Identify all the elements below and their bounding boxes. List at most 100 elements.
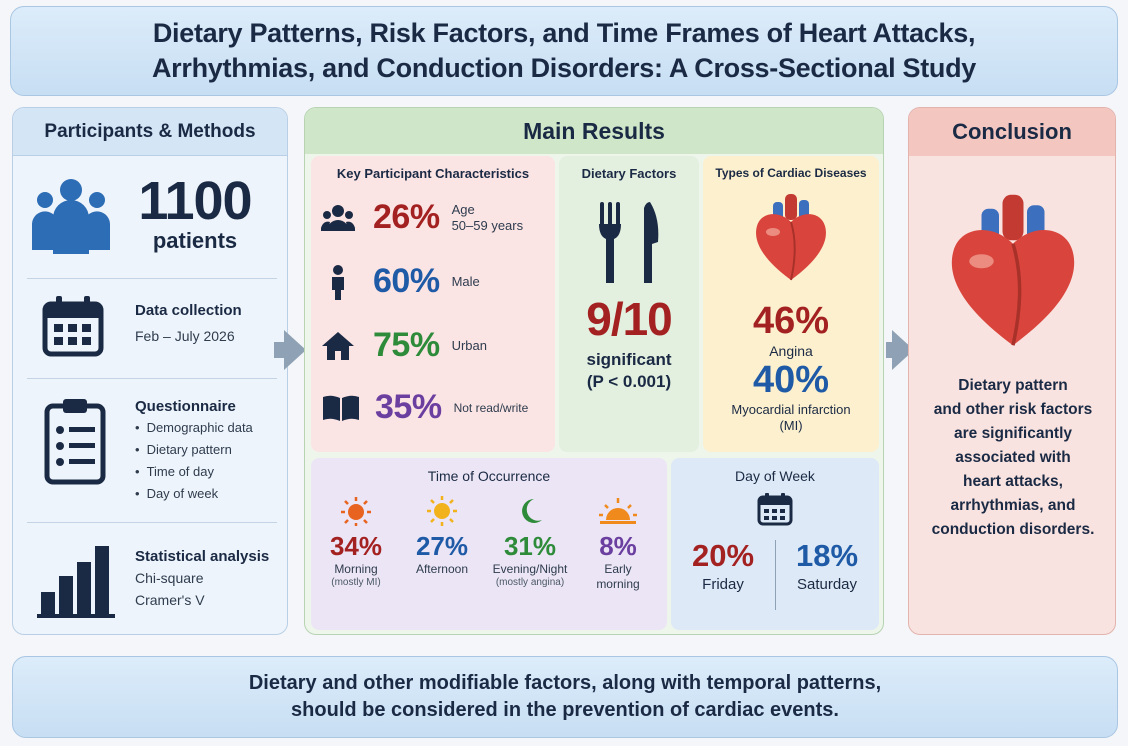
participants-label: patients	[152, 228, 238, 253]
time-label: Early	[604, 562, 632, 576]
diseases-panel: Types of Cardiac Diseases 46% Angina 40%…	[703, 156, 879, 452]
statistics-title: Statistical analysis	[135, 548, 270, 565]
footer-line-2: should be considered in the prevention o…	[291, 699, 839, 721]
characteristic-label-line: 50–59 years	[451, 217, 524, 233]
book-icon	[323, 395, 359, 421]
conclusion-line: conduction disorders.	[931, 521, 1095, 538]
fork-knife-icon	[599, 202, 659, 283]
dietary-panel: Dietary Factors 9/10 significant (P < 0.…	[559, 156, 699, 452]
title-banner: Dietary Patterns, Risk Factors, and Time…	[10, 6, 1118, 96]
time-label: Afternoon	[415, 562, 469, 576]
time-item: 8% Early morning	[573, 496, 663, 592]
characteristic-label: Not read/write	[453, 400, 529, 415]
conclusion-line: and other risk factors	[933, 401, 1093, 418]
week-day: Saturday	[796, 576, 858, 593]
questionnaire-item: Demographic data	[135, 417, 253, 439]
divider	[27, 378, 277, 379]
methods-heading: Participants & Methods	[13, 108, 287, 156]
time-label: Morning	[334, 562, 378, 576]
time-note: (mostly angina)	[495, 577, 565, 588]
disease-label: Angina	[769, 343, 813, 359]
data-collection-dates: Feb – July 2026	[135, 328, 235, 344]
dietary-ratio: 9/10	[586, 293, 673, 345]
person-icon	[332, 264, 344, 300]
conclusion-line: Dietary pattern	[958, 377, 1068, 394]
participants-count: 1100	[138, 171, 252, 231]
characteristic-row: 60% Male	[321, 262, 480, 301]
week-title: Day of Week	[735, 468, 815, 484]
conclusion-line: associated with	[955, 449, 1071, 466]
characteristic-label: Urban	[451, 337, 487, 353]
characteristic-label-line: Age	[451, 201, 475, 217]
time-panel: Time of Occurrence 34% Morning (mostly M…	[311, 458, 667, 630]
participants-section: 1100 patients	[23, 170, 279, 270]
week-day: Friday	[702, 576, 744, 593]
bar-chart-icon	[37, 546, 115, 618]
footer-banner: Dietary and other modifiable factors, al…	[12, 656, 1118, 738]
disease-label-abbr: (MI)	[779, 418, 803, 433]
questionnaire-list: Demographic data Dietary pattern Time of…	[135, 417, 253, 505]
results-panel: Main Results Key Participant Characteris…	[304, 107, 884, 635]
statistics-test-1: Chi-square	[135, 570, 204, 586]
questionnaire-title: Questionnaire	[135, 398, 236, 415]
characteristics-panel: Key Participant Characteristics 26% Age …	[311, 156, 555, 452]
conclusion-line: are significantly	[953, 425, 1072, 442]
sunrise-icon	[599, 498, 637, 524]
characteristic-row: 75% Urban	[321, 326, 487, 365]
characteristic-pct: 75%	[373, 326, 440, 364]
disease-label: Myocardial infarction	[731, 402, 851, 417]
title-line-2: Arrhythmias, and Conduction Disorders: A…	[151, 53, 977, 83]
dietary-title: Dietary Factors	[581, 166, 677, 181]
characteristics-title: Key Participant Characteristics	[336, 166, 530, 181]
questionnaire-item: Day of week	[135, 483, 253, 505]
footer-line-1: Dietary and other modifiable factors, al…	[248, 672, 882, 694]
conclusion-line: arrhythmias, and	[950, 497, 1076, 514]
conclusion-line: heart attacks,	[963, 473, 1063, 490]
dietary-label: significant	[586, 350, 672, 369]
moon-icon	[522, 499, 542, 523]
conclusion-heading: Conclusion	[909, 108, 1115, 156]
week-item: 20% Friday	[671, 538, 775, 593]
statistics-section: Statistical analysis Chi-square Cramer's…	[23, 534, 279, 630]
characteristic-row: 35% Not read/write	[321, 388, 528, 427]
time-item: 27% Afternoon	[397, 496, 487, 577]
questionnaire-item: Time of day	[135, 461, 253, 483]
house-icon	[322, 331, 354, 360]
questionnaire-section: Questionnaire Demographic data Dietary p…	[23, 390, 279, 514]
time-label: Evening/Night	[492, 562, 568, 576]
week-pct: 18%	[795, 538, 859, 573]
time-label-line-2: morning	[596, 577, 640, 591]
week-panel: Day of Week 20% Friday 18% Saturday	[671, 458, 879, 630]
time-title: Time of Occurrence	[427, 468, 551, 484]
divider	[27, 278, 277, 279]
calendar-icon	[42, 296, 104, 357]
title-line-1: Dietary Patterns, Risk Factors, and Time…	[152, 18, 976, 48]
sun-icon	[341, 497, 371, 526]
divider	[775, 540, 776, 610]
heart-icon	[756, 194, 826, 281]
characteristic-pct: 35%	[375, 388, 442, 426]
people-group-icon	[32, 179, 110, 254]
divider	[27, 522, 277, 523]
time-pct: 8%	[599, 531, 637, 561]
characteristic-pct: 60%	[373, 262, 440, 300]
flow-arrow	[274, 342, 286, 358]
time-item: 31% Evening/Night (mostly angina)	[485, 496, 575, 588]
time-pct: 27%	[415, 531, 469, 561]
people-icon	[321, 204, 355, 231]
statistics-test-2: Cramer's V	[135, 592, 205, 608]
diseases-title: Types of Cardiac Diseases	[715, 166, 867, 180]
characteristic-row: 26% Age 50–59 years	[321, 198, 523, 237]
data-collection-title: Data collection	[135, 302, 242, 319]
time-pct: 31%	[503, 531, 557, 561]
dietary-pvalue: (P < 0.001)	[586, 372, 672, 391]
methods-panel: Participants & Methods 1100 patients	[12, 107, 288, 635]
disease-pct: 40%	[752, 359, 830, 401]
results-heading: Main Results	[305, 108, 883, 154]
conclusion-text: Dietary pattern and other risk factors a…	[917, 374, 1109, 542]
questionnaire-item: Dietary pattern	[135, 439, 253, 461]
clipboard-checklist-icon	[44, 399, 106, 485]
characteristic-pct: 26%	[373, 198, 440, 236]
time-note: (mostly MI)	[331, 577, 381, 588]
calendar-icon	[757, 493, 793, 526]
